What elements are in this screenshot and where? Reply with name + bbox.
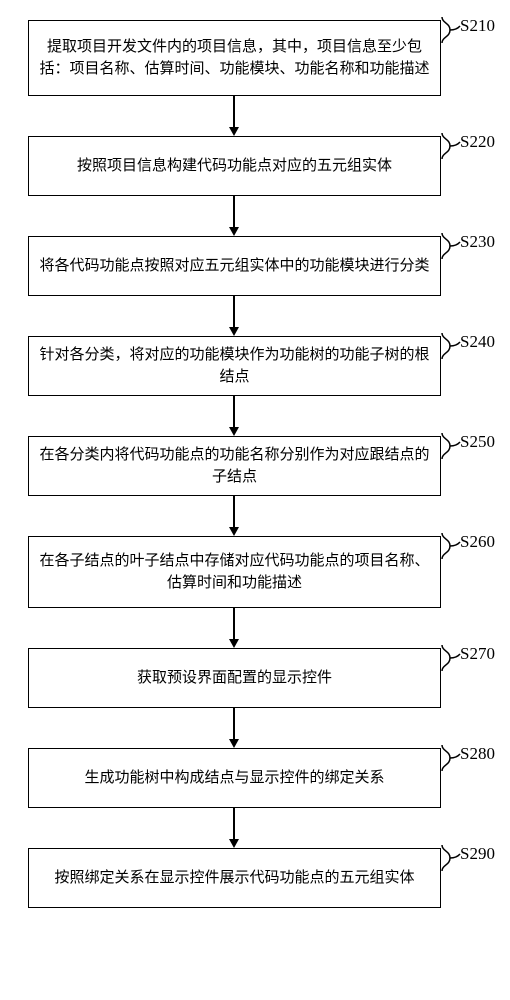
flow-arrow <box>233 396 235 428</box>
step-label-S220: S220 <box>460 132 495 152</box>
flow-arrow-head <box>229 427 239 436</box>
flow-step-S280: 生成功能树中构成结点与显示控件的绑定关系 <box>28 748 441 808</box>
flow-step-text: 生成功能树中构成结点与显示控件的绑定关系 <box>84 767 384 790</box>
flow-arrow-head <box>229 527 239 536</box>
flow-step-text: 在各分类内将代码功能点的功能名称分别作为对应跟结点的子结点 <box>39 444 430 489</box>
brace-decoration <box>439 432 461 460</box>
flow-arrow <box>233 196 235 228</box>
flow-arrow <box>233 296 235 328</box>
flow-arrow-head <box>229 739 239 748</box>
flow-step-text: 按照绑定关系在显示控件展示代码功能点的五元组实体 <box>54 867 414 890</box>
flow-arrow-head <box>229 839 239 848</box>
step-label-S260: S260 <box>460 532 495 552</box>
step-label-S270: S270 <box>460 644 495 664</box>
step-label-S230: S230 <box>460 232 495 252</box>
flow-step-text: 在各子结点的叶子结点中存储对应代码功能点的项目名称、估算时间和功能描述 <box>39 550 430 595</box>
step-label-S240: S240 <box>460 332 495 352</box>
flow-step-text: 针对各分类，将对应的功能模块作为功能树的功能子树的根结点 <box>39 344 430 389</box>
step-label-S280: S280 <box>460 744 495 764</box>
brace-decoration <box>439 532 461 560</box>
flow-arrow <box>233 808 235 840</box>
step-label-S210: S210 <box>460 16 495 36</box>
flow-step-S230: 将各代码功能点按照对应五元组实体中的功能模块进行分类 <box>28 236 441 296</box>
flow-step-text: 获取预设界面配置的显示控件 <box>137 667 332 690</box>
flow-arrow <box>233 708 235 740</box>
flow-arrow-head <box>229 639 239 648</box>
flow-step-text: 按照项目信息构建代码功能点对应的五元组实体 <box>77 155 392 178</box>
brace-decoration <box>439 232 461 260</box>
flowchart-canvas: 提取项目开发文件内的项目信息，其中，项目信息至少包括：项目名称、估算时间、功能模… <box>0 0 510 1000</box>
brace-decoration <box>439 844 461 872</box>
flow-step-text: 提取项目开发文件内的项目信息，其中，项目信息至少包括：项目名称、估算时间、功能模… <box>39 36 430 81</box>
brace-decoration <box>439 132 461 160</box>
flow-step-text: 将各代码功能点按照对应五元组实体中的功能模块进行分类 <box>39 255 429 278</box>
flow-arrow-head <box>229 227 239 236</box>
flow-arrow-head <box>229 127 239 136</box>
flow-step-S210: 提取项目开发文件内的项目信息，其中，项目信息至少包括：项目名称、估算时间、功能模… <box>28 20 441 96</box>
step-label-S250: S250 <box>460 432 495 452</box>
brace-decoration <box>439 16 461 44</box>
flow-step-S250: 在各分类内将代码功能点的功能名称分别作为对应跟结点的子结点 <box>28 436 441 496</box>
step-label-S290: S290 <box>460 844 495 864</box>
flow-step-S240: 针对各分类，将对应的功能模块作为功能树的功能子树的根结点 <box>28 336 441 396</box>
flow-step-S260: 在各子结点的叶子结点中存储对应代码功能点的项目名称、估算时间和功能描述 <box>28 536 441 608</box>
flow-arrow-head <box>229 327 239 336</box>
flow-step-S220: 按照项目信息构建代码功能点对应的五元组实体 <box>28 136 441 196</box>
flow-step-S270: 获取预设界面配置的显示控件 <box>28 648 441 708</box>
flow-step-S290: 按照绑定关系在显示控件展示代码功能点的五元组实体 <box>28 848 441 908</box>
flow-arrow <box>233 496 235 528</box>
brace-decoration <box>439 744 461 772</box>
flow-arrow <box>233 608 235 640</box>
brace-decoration <box>439 332 461 360</box>
brace-decoration <box>439 644 461 672</box>
flow-arrow <box>233 96 235 128</box>
